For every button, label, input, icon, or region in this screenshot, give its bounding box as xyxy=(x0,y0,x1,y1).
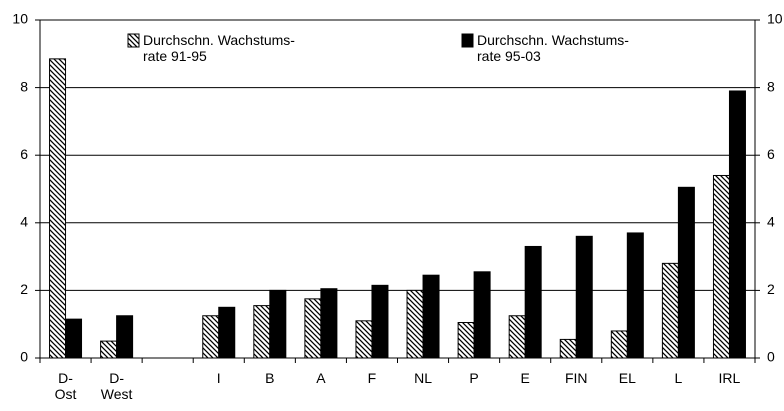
legend-label: Durchschn. Wachstums- rate 95-03 xyxy=(477,32,629,64)
y-tick-label: 6 xyxy=(20,146,28,162)
bar xyxy=(65,318,83,359)
x-tick-label: EL xyxy=(618,370,636,386)
bar xyxy=(269,289,287,359)
bar xyxy=(575,235,593,359)
bar xyxy=(371,284,389,359)
x-tick-label: D- West xyxy=(100,370,133,402)
y2-tick-label: 10 xyxy=(767,11,783,27)
bar xyxy=(661,262,679,359)
bar xyxy=(320,288,338,359)
x-tick-label: F xyxy=(367,370,377,386)
y-tick-label: 2 xyxy=(20,281,28,297)
y2-tick-label: 4 xyxy=(767,214,775,230)
x-tick-label: L xyxy=(674,370,683,386)
bar xyxy=(202,315,220,359)
bar xyxy=(712,174,730,359)
y2-tick-label: 2 xyxy=(767,281,775,297)
bar xyxy=(116,315,134,359)
legend-swatch xyxy=(461,33,474,48)
bar xyxy=(626,232,644,359)
bar xyxy=(473,271,491,359)
x-tick-label: FIN xyxy=(564,370,588,386)
bar xyxy=(677,186,695,359)
x-tick-label: NL xyxy=(414,370,432,386)
bar xyxy=(49,58,67,359)
bar xyxy=(355,320,373,359)
bar xyxy=(524,245,542,359)
legend-label: Durchschn. Wachstums- rate 91-95 xyxy=(143,32,295,64)
x-tick-label: A xyxy=(316,370,326,386)
x-tick-label: IRL xyxy=(718,370,741,386)
y-tick-label: 4 xyxy=(20,214,28,230)
bar xyxy=(508,315,526,359)
x-tick-label: D- Ost xyxy=(54,370,77,402)
y-tick-label: 8 xyxy=(20,78,28,94)
y2-tick-label: 8 xyxy=(767,78,775,94)
bar xyxy=(100,340,118,359)
x-tick-label: B xyxy=(265,370,275,386)
plot-frame xyxy=(39,19,756,359)
bar xyxy=(559,338,577,359)
x-tick-label: E xyxy=(520,370,530,386)
y-tick-label: 0 xyxy=(20,349,28,365)
x-tick-label: I xyxy=(216,370,221,386)
y2-tick-label: 0 xyxy=(767,349,775,365)
x-tick-label: P xyxy=(469,370,479,386)
bar xyxy=(728,90,746,359)
bar xyxy=(610,330,628,359)
legend-swatch xyxy=(127,33,140,48)
bar xyxy=(253,305,271,359)
bar xyxy=(422,274,440,359)
bar xyxy=(218,306,236,359)
bar xyxy=(304,298,322,359)
y-tick-label: 10 xyxy=(12,11,28,27)
bar xyxy=(457,322,475,359)
bar xyxy=(406,289,424,359)
y2-tick-label: 6 xyxy=(767,146,775,162)
